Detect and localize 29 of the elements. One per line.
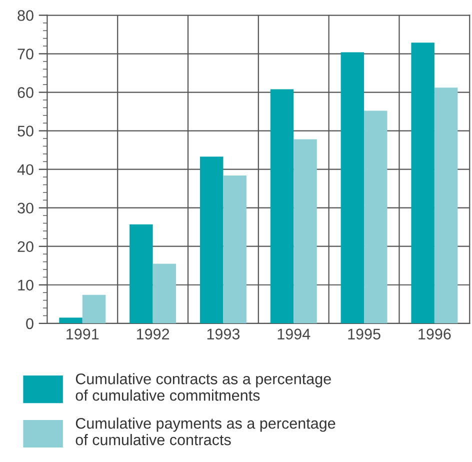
bar — [223, 175, 246, 324]
legend-label: Cumulative payments as a percentage of cumulative contracts — [76, 418, 336, 446]
y-tick-label: 80 — [18, 10, 34, 21]
x-tick-label: 1996 — [418, 328, 451, 340]
y-tick-label: 70 — [18, 48, 34, 60]
bar — [82, 294, 106, 324]
x-tick-label: 1993 — [207, 328, 240, 340]
y-tick-label: 30 — [18, 202, 34, 214]
y-tick-label: 40 — [17, 164, 34, 176]
y-tick-label: 0 — [26, 318, 34, 330]
bar — [152, 264, 176, 324]
bar — [364, 110, 388, 324]
bar — [130, 224, 153, 324]
bar — [200, 156, 224, 324]
bar — [434, 88, 458, 324]
legend-label: Cumulative contracts as a percentage of cumulative commitments — [76, 373, 331, 401]
bar — [340, 52, 364, 324]
bar — [294, 139, 317, 324]
x-tick-label: 1991 — [66, 328, 99, 340]
x-tick-label: 1994 — [278, 328, 310, 340]
x-tick-label: 1992 — [136, 328, 170, 340]
x-tick-label: 1995 — [348, 328, 380, 340]
y-tick-label: 60 — [18, 87, 34, 98]
y-tick-label: 50 — [18, 126, 34, 136]
bar — [270, 89, 294, 324]
y-tick-label: 20 — [18, 241, 34, 252]
bar — [411, 42, 434, 324]
bar — [59, 318, 82, 324]
y-tick-label: 10 — [18, 280, 34, 291]
